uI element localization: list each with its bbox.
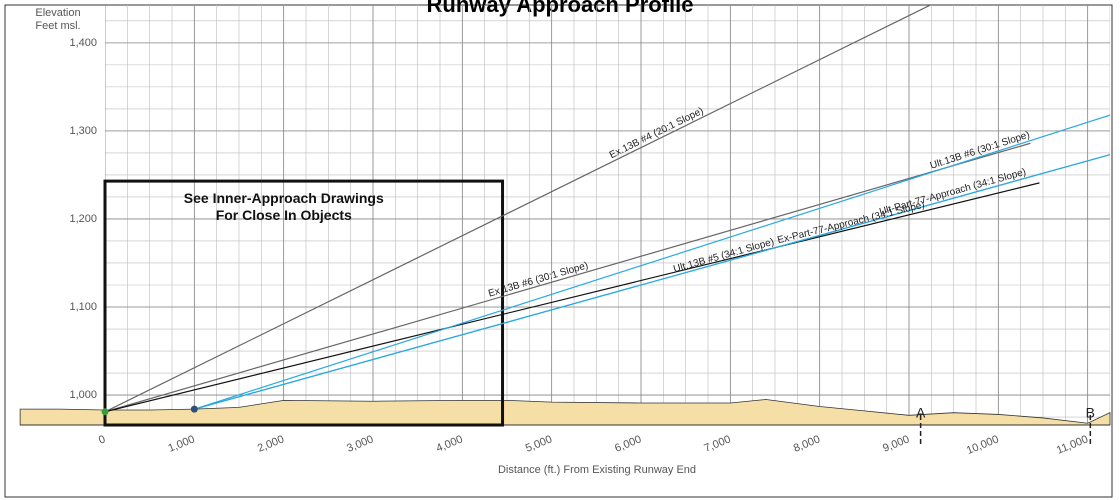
point [190,405,198,413]
marker-label: A [916,405,926,421]
y-axis-label: Feet msl. [35,20,80,32]
y-tick-label: 1,300 [69,125,97,137]
x-tick-label: 9,000 [881,433,911,454]
x-tick-label: 2,000 [256,433,286,454]
y-tick-label: 1,400 [69,37,97,49]
x-tick-label: 8,000 [792,433,822,454]
frame [4,4,1113,498]
x-tick-label: 1,000 [167,433,197,454]
marker-label: B [1086,405,1095,421]
callout-box [103,179,505,427]
point [101,408,109,416]
approach-line [194,114,1110,410]
x-tick-label: 6,000 [613,433,643,454]
x-axis-label: Distance (ft.) From Existing Runway End [498,464,696,476]
approach-line [105,5,932,413]
callout-text: For Close In Objects [216,207,352,223]
x-tick-label: 7,000 [703,433,733,454]
grid [105,5,1110,425]
y-tick-label: 1,100 [69,301,97,313]
terrain-area [19,399,1111,426]
x-tick-label: 3,000 [345,433,375,454]
x-tick-label: 5,000 [524,433,554,454]
x-tick-label: 4,000 [435,433,465,454]
approach-line [105,182,1040,413]
approach-line [194,154,1110,410]
x-tick-label: 0 [97,433,107,446]
y-tick-label: 1,200 [69,213,97,225]
x-tick-label: 10,000 [965,433,1001,457]
callout-text: See Inner-Approach Drawings [184,190,384,206]
approach-line [105,142,1031,413]
series-lines [105,5,1110,413]
x-tick-label: 11,000 [1055,433,1090,456]
chart-title: Runway Approach Profile [427,0,694,17]
y-axis-label: Elevation [35,7,80,19]
series-label: Ult.13B #6 (30:1 Slope) [929,130,1031,172]
y-tick-label: 1,000 [69,389,97,401]
series-label: Ult-Part-77-Approach (34:1 Slope) [878,167,1027,218]
